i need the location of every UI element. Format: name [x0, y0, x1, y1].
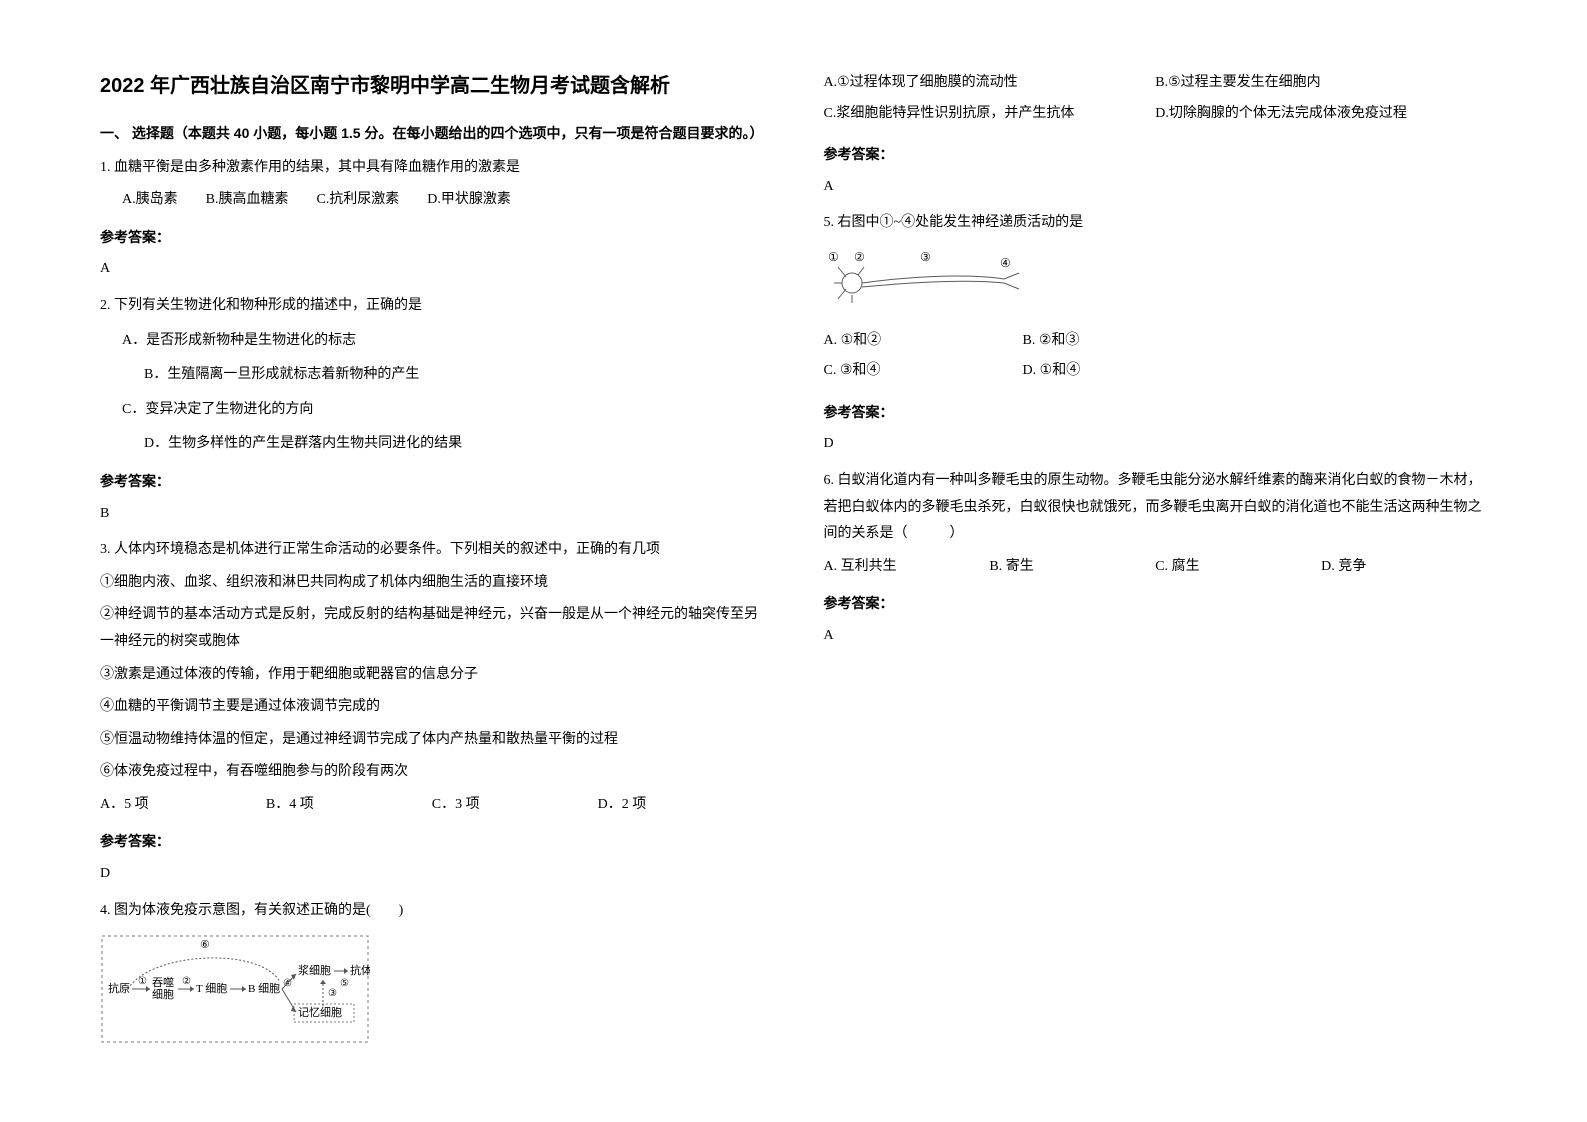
q4-n5: ⑤ [340, 978, 349, 989]
svg-text:细胞: 细胞 [152, 988, 174, 1001]
q6-answer-label: 参考答案： [824, 590, 1488, 617]
q3-s6: ⑥体液免疫过程中，有吞噬细胞参与的阶段有两次 [100, 759, 764, 786]
q3-answer: D [100, 861, 764, 888]
q4-answer-label: 参考答案： [824, 141, 1488, 168]
q4-tcell: T 细胞 [196, 982, 227, 995]
q4-options: A.①过程体现了细胞膜的流动性 B.⑤过程主要发生在细胞内 C.浆细胞能特异性识… [824, 70, 1488, 131]
q4-optC: C.浆细胞能特异性识别抗原，并产生抗体 [824, 101, 1156, 128]
q3-s1: ①细胞内液、血浆、组织液和淋巴共同构成了机体内细胞生活的直接环境 [100, 570, 764, 597]
q6-optB: B. 寄生 [989, 554, 1155, 581]
q2-stem: 2. 下列有关生物进化和物种形成的描述中，正确的是 [100, 293, 764, 320]
q5-stem: 5. 右图中①~④处能发生神经递质活动的是 [824, 210, 1488, 237]
q6-options: A. 互利共生 B. 寄生 C. 腐生 D. 竞争 [824, 554, 1488, 581]
q2-optA: A．是否形成新物种是生物进化的标志 [122, 328, 764, 355]
q3-optC: C．3 项 [432, 792, 598, 819]
q4-diagram: ⑥ 抗原 ① 吞噬 细胞 ② T 细胞 B 细胞 ④ 浆细胞 抗体 ⑤ 记忆细胞… [100, 934, 764, 1055]
q3-s4: ④血糖的平衡调节主要是通过体液调节完成的 [100, 694, 764, 721]
q6-optD: D. 竞争 [1321, 554, 1487, 581]
q4-n1: ① [138, 976, 147, 987]
q3-optB: B．4 项 [266, 792, 432, 819]
q5-optB: B. ②和③ [1023, 328, 1222, 355]
q5-options: A. ①和② B. ②和③ C. ③和④ D. ①和④ [824, 328, 1222, 389]
q1-stem: 1. 血糖平衡是由多种激素作用的结果，其中具有降血糖作用的激素是 [100, 155, 764, 182]
q4-antigen: 抗原 [108, 981, 130, 995]
svg-text:吞噬: 吞噬 [152, 975, 174, 989]
q5-optD: D. ①和④ [1023, 358, 1222, 385]
q4-antibody: 抗体 [350, 963, 370, 977]
q4-stem: 4. 图为体液免疫示意图，有关叙述正确的是( ) [100, 898, 764, 925]
q4-n2: ② [182, 976, 191, 987]
q2-answer: B [100, 501, 764, 528]
q3-optA: A．5 项 [100, 792, 266, 819]
q4-optB: B.⑤过程主要发生在细胞内 [1155, 70, 1487, 97]
q4-n3: ③ [328, 988, 337, 999]
q4-memory: 记忆细胞 [298, 1006, 342, 1019]
q6-optA: A. 互利共生 [824, 554, 990, 581]
page-title: 2022 年广西壮族自治区南宁市黎明中学高二生物月考试题含解析 [100, 70, 764, 102]
q4-answer: A [824, 174, 1488, 201]
q4-plasma: 浆细胞 [298, 963, 331, 977]
q5-n3: ③ [920, 250, 931, 264]
q2-answer-label: 参考答案： [100, 468, 764, 495]
q6-stem: 6. 白蚁消化道内有一种叫多鞭毛虫的原生动物。多鞭毛虫能分泌水解纤维素的酶来消化… [824, 468, 1488, 548]
q1-options: A.胰岛素 B.胰高血糖素 C.抗利尿激素 D.甲状腺激素 [122, 187, 764, 214]
q3-optD: D．2 项 [598, 792, 764, 819]
q2-optB: B．生殖隔离一旦形成就标志着新物种的产生 [144, 362, 764, 389]
q3-s3: ③激素是通过体液的传输，作用于靶细胞或靶器官的信息分子 [100, 662, 764, 689]
q2-optD: D．生物多样性的产生是群落内生物共同进化的结果 [144, 431, 764, 458]
q5-n4: ④ [1000, 256, 1011, 270]
q5-optC: C. ③和④ [824, 358, 1023, 385]
section-header: 一、 选择题（本题共 40 小题，每小题 1.5 分。在每小题给出的四个选项中，… [100, 120, 764, 147]
q5-n2: ② [854, 250, 865, 264]
q2-optC: C．变异决定了生物进化的方向 [122, 397, 764, 424]
q3-stem: 3. 人体内环境稳态是机体进行正常生命活动的必要条件。下列相关的叙述中，正确的有… [100, 537, 764, 564]
q4-optD: D.切除胸腺的个体无法完成体液免疫过程 [1155, 101, 1487, 128]
q5-answer: D [824, 431, 1488, 458]
q3-answer-label: 参考答案： [100, 828, 764, 855]
q1-answer: A [100, 256, 764, 283]
q4-bcell: B 细胞 [248, 982, 280, 995]
q5-diagram: ① ② ③ ④ [824, 247, 1488, 318]
q1-answer-label: 参考答案： [100, 224, 764, 251]
q4-optA: A.①过程体现了细胞膜的流动性 [824, 70, 1156, 97]
q5-n1: ① [828, 250, 839, 264]
q3-s5: ⑤恒温动物维持体温的恒定，是通过神经调节完成了体内产热量和散热量平衡的过程 [100, 727, 764, 754]
q6-optC: C. 腐生 [1155, 554, 1321, 581]
q5-optA: A. ①和② [824, 328, 1023, 355]
q5-answer-label: 参考答案： [824, 399, 1488, 426]
q3-options: A．5 项 B．4 项 C．3 项 D．2 项 [100, 792, 764, 819]
q3-s2: ②神经调节的基本活动方式是反射，完成反射的结构基础是神经元，兴奋一般是从一个神经… [100, 602, 764, 655]
q6-answer: A [824, 623, 1488, 650]
q4-n6: ⑥ [200, 939, 210, 951]
